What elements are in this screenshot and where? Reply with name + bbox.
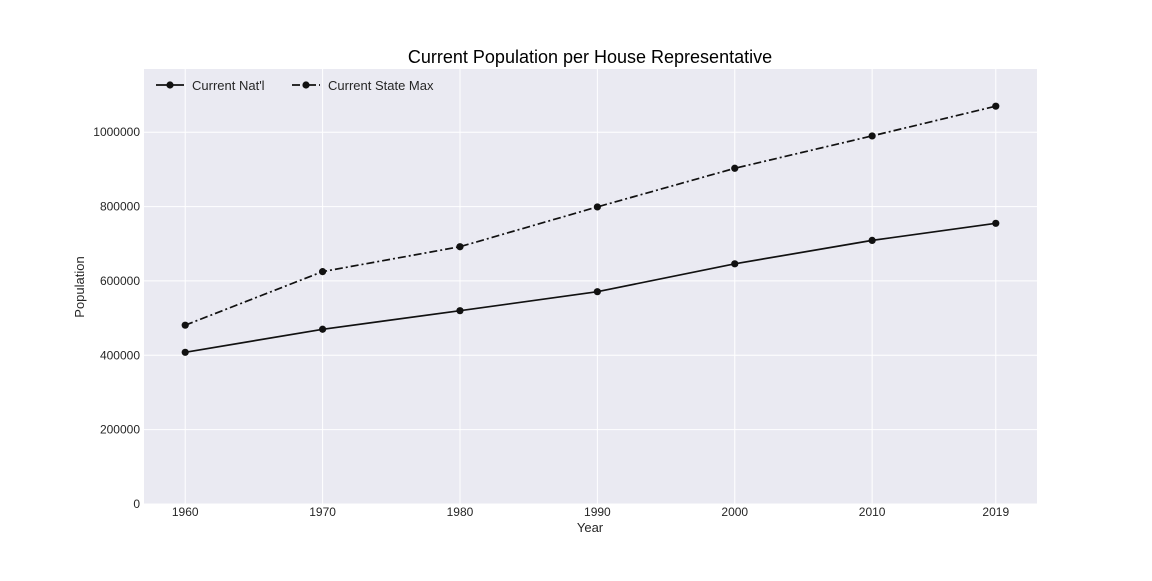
x-tick-label: 1960 — [172, 505, 199, 519]
plot-area — [144, 69, 1037, 504]
data-point — [593, 288, 601, 296]
y-tick-label: 400000 — [100, 348, 140, 362]
data-point — [992, 219, 1000, 227]
legend: Current Nat'l Current State Max — [156, 78, 434, 93]
x-tick-label: 2000 — [721, 505, 748, 519]
y-axis-label: Population — [72, 256, 87, 317]
y-axis-ticks: 0 200000 400000 600000 800000 1000000 — [93, 125, 140, 511]
x-tick-label: 2019 — [982, 505, 1009, 519]
legend-swatch-marker-current-state-max — [302, 81, 310, 89]
y-tick-label: 600000 — [100, 274, 140, 288]
grid — [144, 69, 1037, 505]
series-layer — [181, 102, 1000, 356]
data-point — [731, 260, 739, 268]
data-point — [868, 236, 876, 244]
data-point — [731, 164, 739, 172]
y-tick-label: 200000 — [100, 423, 140, 437]
x-tick-label: 1970 — [309, 505, 336, 519]
data-point — [181, 321, 189, 329]
data-point — [593, 203, 601, 211]
x-axis-label: Year — [577, 520, 604, 535]
data-point — [319, 325, 327, 333]
data-point — [319, 268, 327, 276]
legend-swatch-marker-current-natl — [166, 81, 174, 89]
legend-label-current-state-max: Current State Max — [328, 78, 434, 93]
data-point — [181, 348, 189, 356]
x-tick-label: 2010 — [859, 505, 886, 519]
y-tick-label: 0 — [133, 497, 140, 511]
legend-label-current-natl: Current Nat'l — [192, 78, 265, 93]
data-point — [992, 102, 1000, 110]
data-point — [456, 243, 464, 251]
x-tick-label: 1990 — [584, 505, 611, 519]
y-tick-label: 800000 — [100, 200, 140, 214]
chart-title: Current Population per House Representat… — [408, 47, 772, 67]
x-tick-label: 1980 — [447, 505, 474, 519]
data-point — [456, 307, 464, 315]
y-tick-label: 1000000 — [93, 125, 140, 139]
x-axis-ticks: 1960 1970 1980 1990 2000 2010 2019 — [172, 505, 1010, 519]
data-point — [868, 132, 876, 140]
